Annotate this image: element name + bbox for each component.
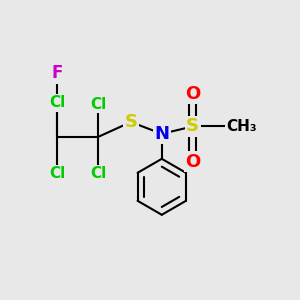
Text: Cl: Cl: [90, 166, 106, 181]
Text: O: O: [185, 85, 200, 103]
Text: Cl: Cl: [90, 97, 106, 112]
Text: S: S: [124, 113, 137, 131]
Text: Cl: Cl: [49, 95, 65, 110]
Text: N: N: [154, 125, 169, 143]
Text: Cl: Cl: [49, 166, 65, 181]
Text: CH₃: CH₃: [226, 119, 257, 134]
Text: S: S: [186, 117, 199, 135]
Text: O: O: [185, 153, 200, 171]
Text: F: F: [52, 64, 63, 82]
